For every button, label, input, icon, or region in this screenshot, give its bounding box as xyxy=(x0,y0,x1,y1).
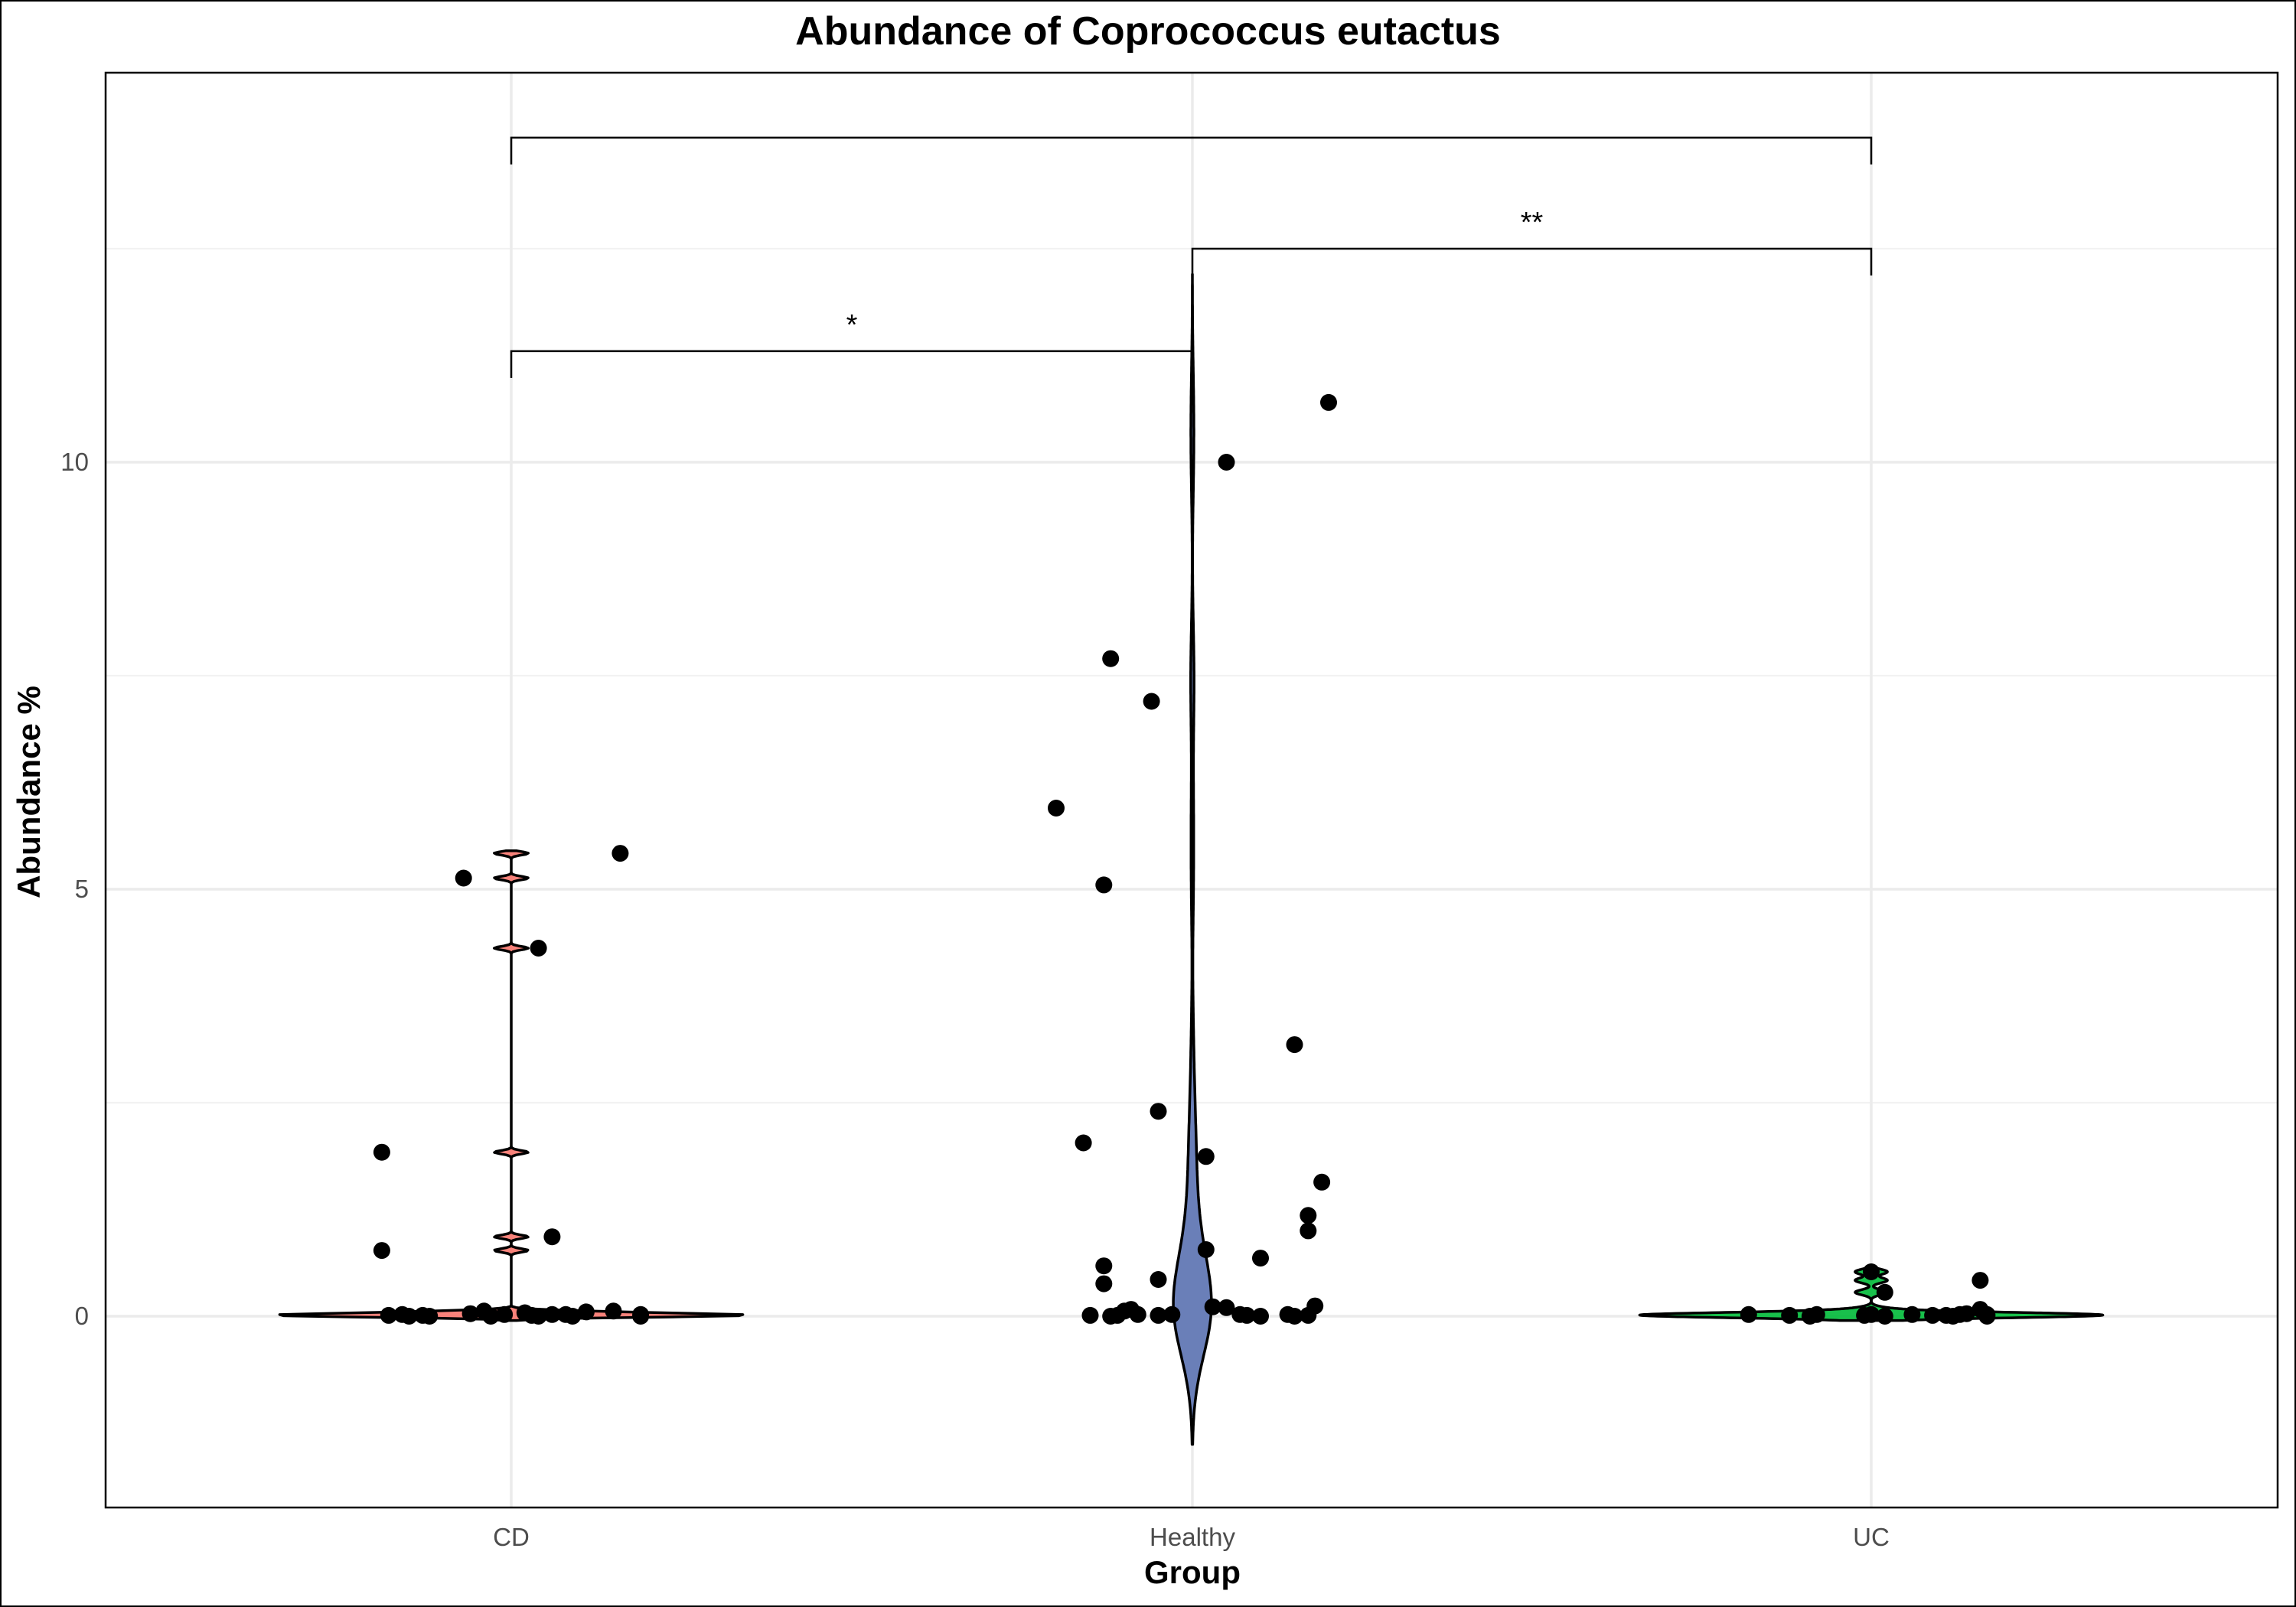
data-point xyxy=(1150,1271,1167,1288)
data-point xyxy=(1129,1305,1146,1323)
data-point xyxy=(564,1308,582,1325)
data-point xyxy=(461,1305,479,1322)
data-point xyxy=(1876,1308,1893,1325)
data-point xyxy=(1924,1306,1942,1324)
data-point xyxy=(1150,1103,1167,1120)
data-point xyxy=(1197,1148,1215,1165)
data-point xyxy=(1252,1308,1269,1325)
data-point xyxy=(1163,1305,1181,1323)
data-point xyxy=(496,1305,514,1323)
data-point xyxy=(1903,1305,1921,1323)
data-point xyxy=(1238,1306,1256,1324)
data-point xyxy=(1102,650,1120,667)
y-tick-label: 5 xyxy=(75,875,89,903)
data-point xyxy=(482,1308,500,1325)
data-point xyxy=(1863,1263,1880,1280)
data-point xyxy=(612,845,629,862)
data-point xyxy=(1863,1305,1880,1323)
data-point xyxy=(543,1228,561,1246)
data-point xyxy=(530,940,547,957)
significance-label: * xyxy=(846,309,858,341)
data-point xyxy=(1781,1306,1799,1324)
data-point xyxy=(1197,1241,1215,1258)
data-point xyxy=(1300,1207,1317,1224)
data-point xyxy=(1876,1283,1893,1301)
data-point xyxy=(455,869,472,887)
data-point xyxy=(1971,1272,1989,1289)
data-point xyxy=(605,1302,622,1320)
data-point xyxy=(1286,1036,1303,1054)
data-point xyxy=(530,1308,547,1325)
violin-cd xyxy=(278,849,745,1322)
data-point xyxy=(1150,1306,1167,1324)
data-point xyxy=(1218,1299,1235,1316)
data-point xyxy=(1958,1305,1975,1322)
data-point xyxy=(543,1305,561,1323)
data-point xyxy=(632,1305,650,1323)
data-point xyxy=(421,1308,439,1325)
data-point xyxy=(380,1306,397,1324)
y-tick-label: 0 xyxy=(75,1302,89,1330)
data-point xyxy=(1320,393,1337,411)
plot-panel-border xyxy=(104,71,2279,1509)
data-point xyxy=(1095,876,1113,894)
data-point xyxy=(373,1242,390,1260)
x-tick-label: Healthy xyxy=(1150,1523,1235,1551)
data-point xyxy=(1978,1308,1996,1325)
data-point xyxy=(373,1143,390,1161)
data-point xyxy=(1095,1275,1113,1292)
data-point xyxy=(1143,693,1160,710)
data-point xyxy=(1306,1297,1324,1315)
data-point xyxy=(1218,454,1235,471)
data-point xyxy=(1313,1173,1331,1191)
x-tick-label: CD xyxy=(493,1523,530,1551)
x-tick-label: UC xyxy=(1853,1523,1890,1551)
x-axis-title: Group xyxy=(1144,1554,1241,1590)
data-point xyxy=(1808,1305,1825,1323)
data-point xyxy=(1252,1250,1269,1267)
chart-title: Abundance of Coprococcus eutactus xyxy=(795,9,1501,54)
significance-bracket xyxy=(510,350,1194,378)
data-point xyxy=(1081,1306,1099,1324)
y-axis-title: Abundance % xyxy=(11,686,47,898)
significance-bracket xyxy=(1191,247,1873,275)
data-point xyxy=(577,1303,595,1321)
y-tick-label: 10 xyxy=(60,448,89,476)
significance-bracket xyxy=(510,136,1873,165)
data-point xyxy=(1740,1305,1757,1323)
data-point xyxy=(400,1308,418,1325)
data-point xyxy=(1204,1298,1221,1315)
violin-healthy xyxy=(1172,272,1213,1446)
data-point xyxy=(1095,1257,1113,1275)
data-point xyxy=(1075,1134,1092,1152)
significance-label: ** xyxy=(1521,207,1544,239)
data-point xyxy=(1048,800,1065,817)
data-point xyxy=(1300,1222,1317,1240)
data-point xyxy=(1286,1308,1303,1325)
